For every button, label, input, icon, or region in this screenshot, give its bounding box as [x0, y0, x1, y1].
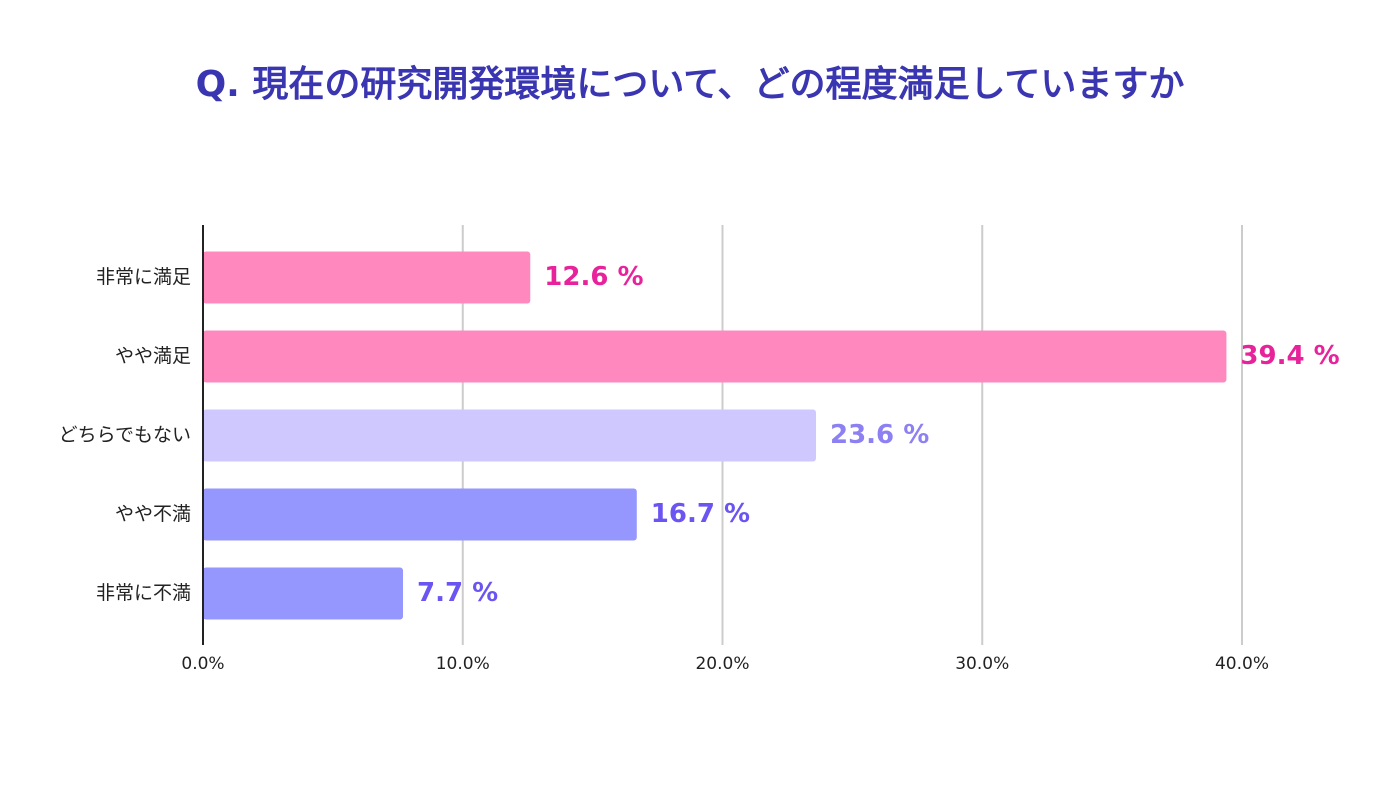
x-tick-label: 40.0% — [1215, 654, 1269, 674]
y-tick-label: やや満足 — [115, 345, 191, 367]
x-tick-label: 30.0% — [955, 654, 1009, 674]
bar — [203, 251, 531, 304]
y-tick-label: 非常に不満 — [96, 582, 191, 604]
value-label: 7.7 % — [417, 578, 498, 608]
value-label: 39.4 % — [1240, 341, 1339, 371]
bar — [203, 488, 637, 541]
chart-title: Q. 現在の研究開発環境について、どの程度満足していますか — [196, 64, 1185, 105]
value-label: 12.6 % — [544, 262, 643, 292]
y-tick-label: どちらでもない — [59, 424, 191, 446]
value-label: 16.7 % — [651, 499, 750, 529]
x-tick-label: 0.0% — [181, 654, 224, 674]
bar — [203, 330, 1227, 383]
value-label: 23.6 % — [830, 420, 929, 450]
x-tick-label: 10.0% — [436, 654, 490, 674]
bar — [203, 409, 817, 462]
bar — [203, 567, 404, 620]
y-tick-label: やや不満 — [115, 503, 191, 525]
x-tick-label: 20.0% — [695, 654, 749, 674]
y-tick-label: 非常に満足 — [96, 266, 191, 288]
